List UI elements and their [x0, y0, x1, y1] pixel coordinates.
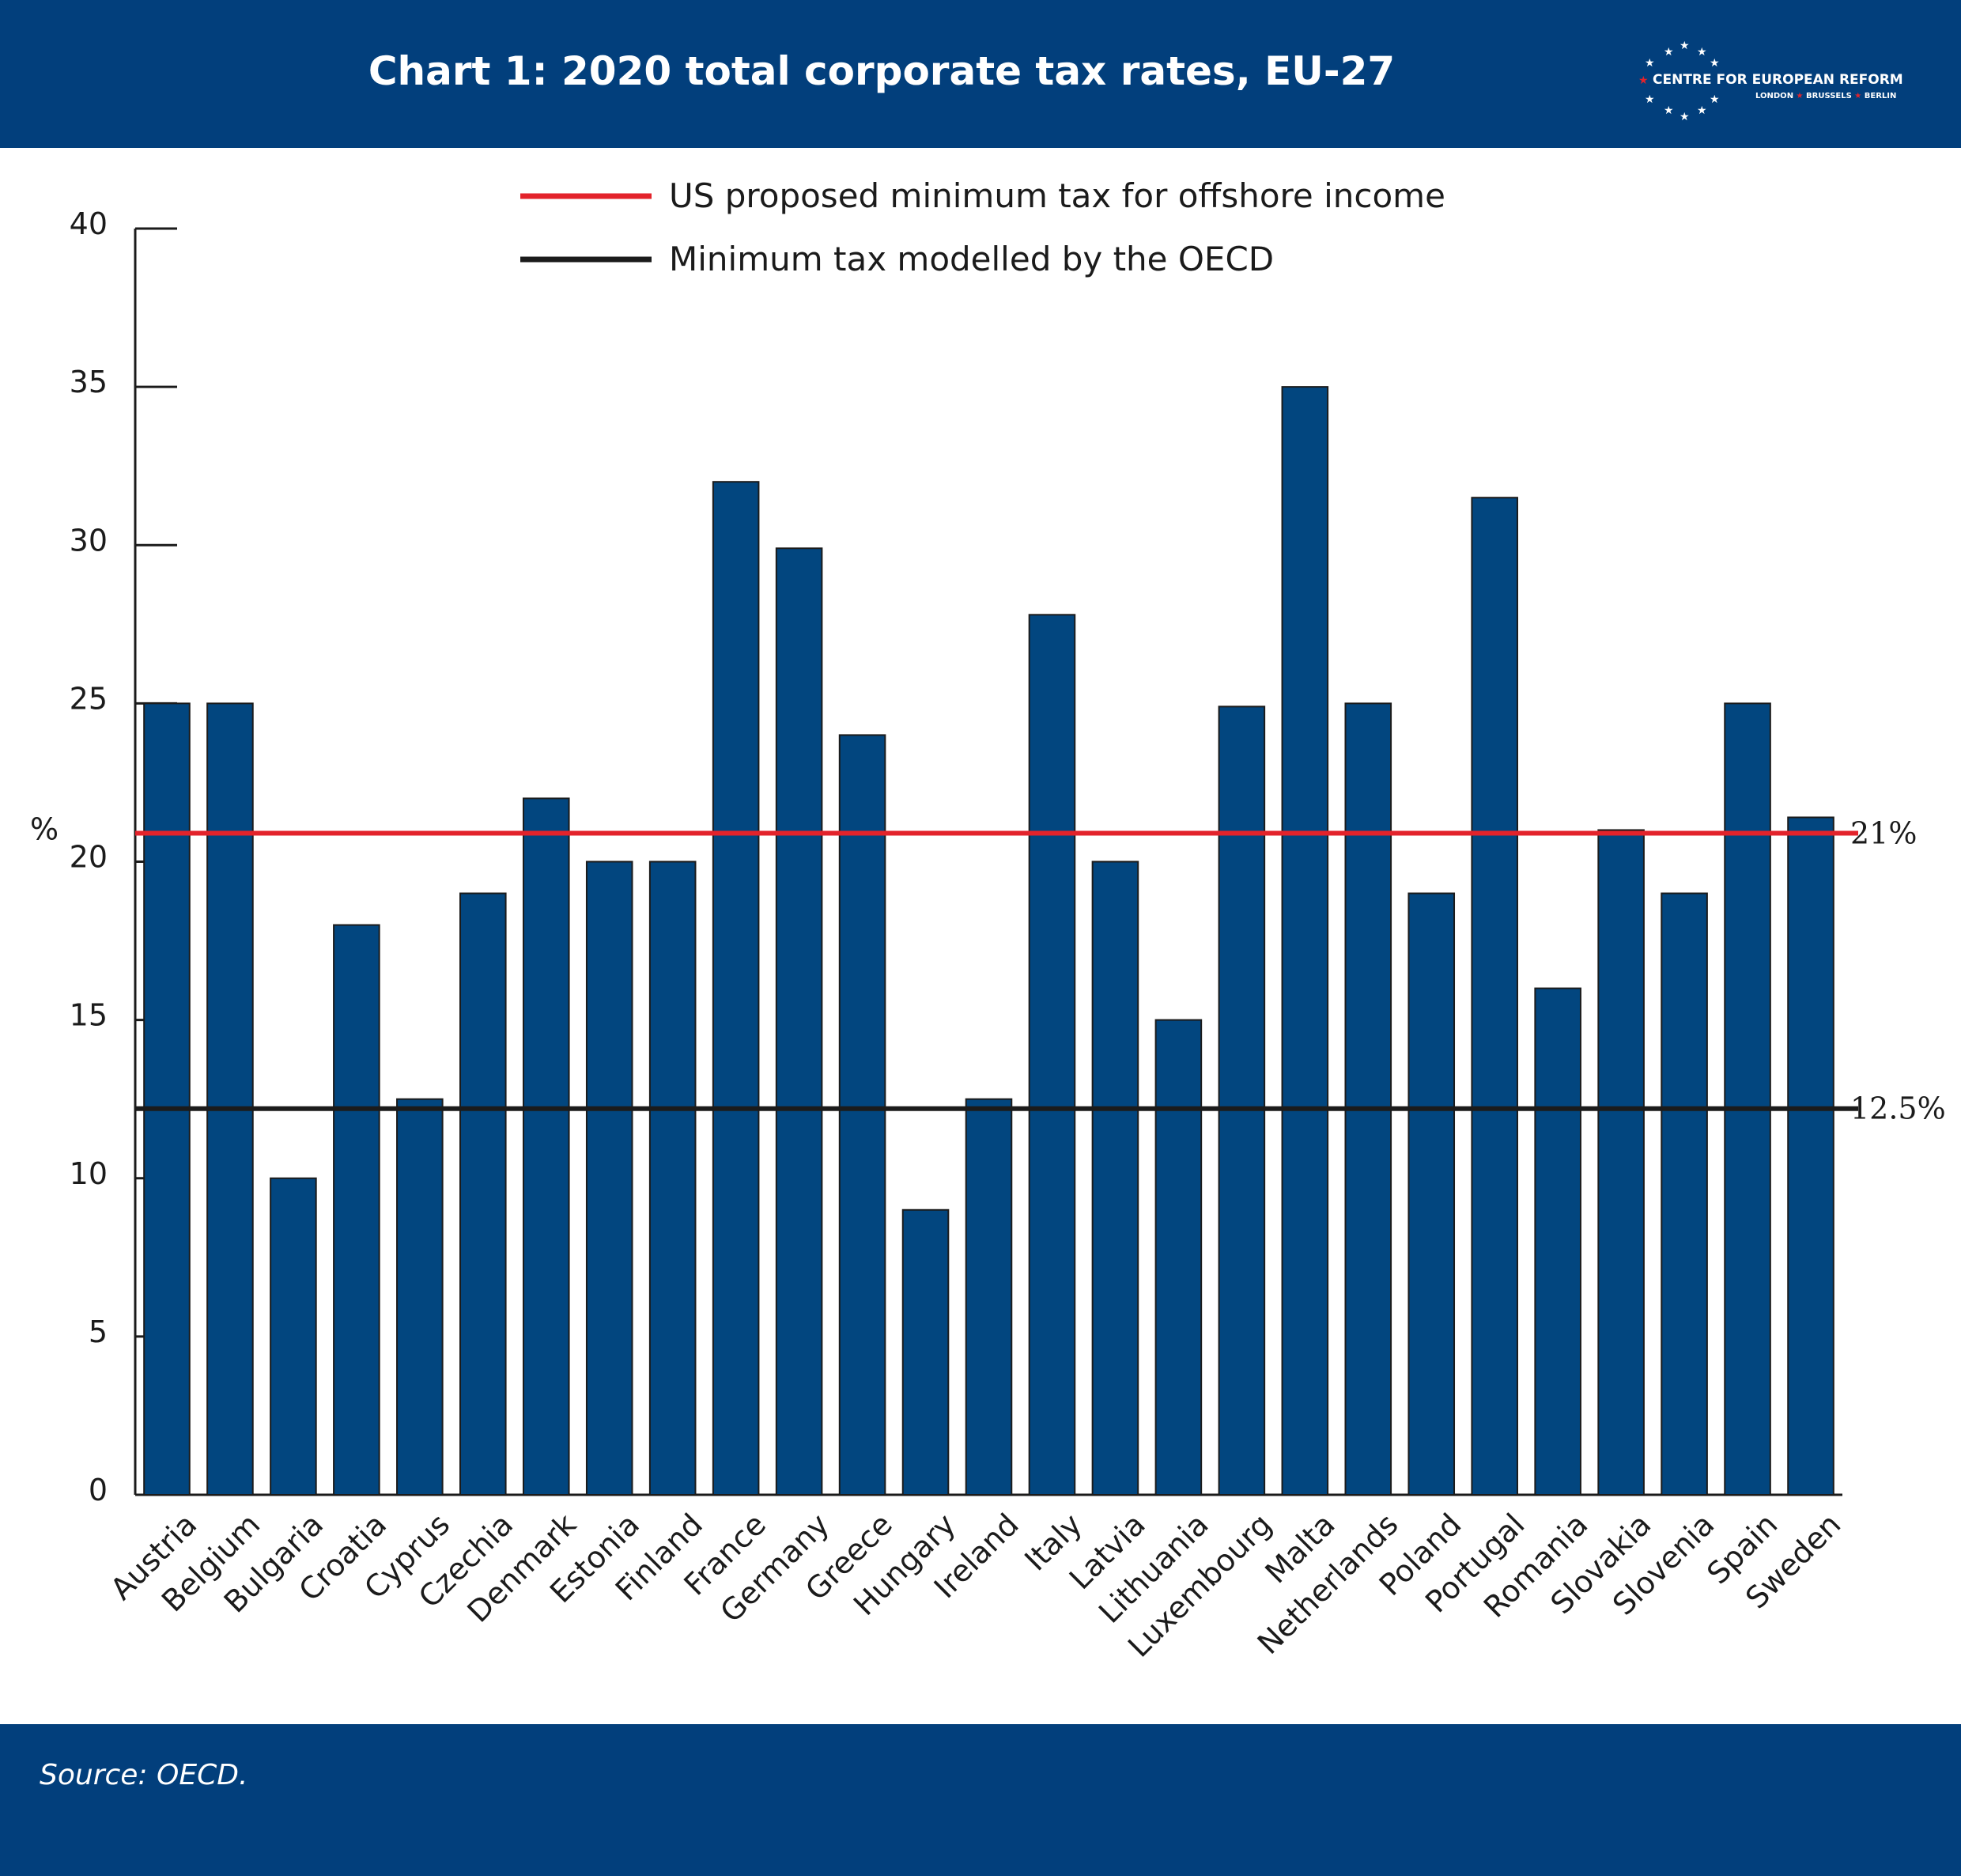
svg-text:★: ★	[1680, 111, 1690, 123]
logo-cities: LONDON ★ BRUSSELS ★ BERLIN	[1755, 92, 1896, 100]
reference-line-label: 21%	[1850, 815, 1917, 850]
y-tick-label: 40	[70, 206, 108, 241]
y-tick-label: 25	[70, 681, 108, 716]
reference-line-label: 12.5%	[1850, 1091, 1946, 1126]
svg-text:★: ★	[1645, 93, 1655, 106]
svg-text:★: ★	[1645, 57, 1655, 70]
bar	[206, 702, 254, 1496]
y-tick-label: 0	[89, 1473, 108, 1507]
svg-text:★: ★	[1680, 40, 1690, 52]
cer-logo: ★ ★ ★ ★ ★ ★ ★ ★ ★ ★ ★ CENTRE FOR EUROPEAN REFO…	[1638, 40, 1903, 123]
bar	[901, 1208, 950, 1496]
y-axis-label: %	[30, 811, 59, 846]
bar	[712, 481, 760, 1496]
bar	[1534, 987, 1581, 1496]
svg-text:★: ★	[1710, 93, 1720, 106]
logo-city-brussels: BRUSSELS	[1806, 92, 1852, 100]
source-note: Source: OECD.	[40, 1759, 248, 1791]
bar	[648, 860, 697, 1496]
y-tick-label: 35	[70, 365, 108, 399]
legend-label: Minimum tax modelled by the OECD	[669, 240, 1274, 278]
svg-text:★: ★	[1664, 46, 1674, 59]
bar	[522, 797, 570, 1496]
bar	[775, 547, 823, 1496]
bar	[1661, 892, 1708, 1496]
bar	[1281, 386, 1329, 1496]
bar	[1028, 614, 1076, 1496]
bar	[396, 1098, 444, 1496]
bar	[838, 734, 886, 1496]
y-tick-label: 20	[70, 840, 108, 875]
bar	[1787, 816, 1834, 1496]
bar-chart: 0510152025303540%AustriaBelgiumBulgariaC…	[30, 176, 1946, 1664]
y-tick-label: 10	[70, 1156, 108, 1191]
bar	[1154, 1019, 1203, 1496]
bar	[333, 924, 380, 1496]
bar	[585, 860, 633, 1496]
footer-band	[0, 1724, 1961, 1876]
y-tick-label: 15	[70, 998, 108, 1033]
bar	[1471, 497, 1518, 1496]
svg-text:★: ★	[1710, 57, 1720, 70]
bar	[1218, 705, 1266, 1496]
logo-name: CENTRE FOR EUROPEAN REFORM	[1653, 72, 1903, 88]
bar	[143, 702, 191, 1496]
header-band	[0, 0, 1961, 148]
chart-title: Chart 1: 2020 total corporate tax rates,…	[368, 48, 1396, 94]
svg-text:★: ★	[1697, 46, 1707, 59]
logo-city-berlin: BERLIN	[1865, 92, 1897, 100]
bar	[1407, 892, 1456, 1496]
bar	[1091, 860, 1139, 1496]
logo-star-ring: ★ ★ ★ ★ ★ ★ ★ ★ ★ ★	[1645, 40, 1720, 123]
bar	[1344, 702, 1392, 1496]
bar	[965, 1098, 1013, 1496]
svg-text:★: ★	[1697, 104, 1707, 117]
y-tick-label: 5	[89, 1314, 108, 1349]
bar	[459, 892, 507, 1496]
legend-label: US proposed minimum tax for offshore inc…	[669, 176, 1445, 215]
logo-city-london: LONDON	[1755, 92, 1793, 100]
bar	[270, 1177, 317, 1496]
bar	[1724, 702, 1771, 1496]
y-tick-label: 30	[70, 523, 108, 558]
bar	[1597, 829, 1645, 1496]
logo-red-star: ★	[1638, 74, 1649, 87]
svg-text:★: ★	[1664, 104, 1674, 117]
